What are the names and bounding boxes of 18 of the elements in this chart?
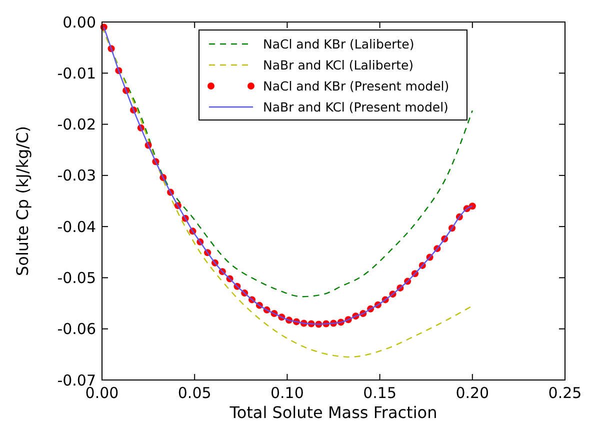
x-axis-title: Total Solute Mass Fraction — [228, 403, 438, 422]
x-tick-label: 0.10 — [270, 384, 304, 402]
y-tick-label: -0.06 — [57, 320, 96, 338]
y-tick-label: -0.04 — [57, 218, 96, 236]
x-tick-label: 0.15 — [363, 384, 397, 402]
legend-label: NaBr and KCl (Laliberte) — [263, 57, 414, 72]
x-tick-label: 0.05 — [178, 384, 212, 402]
x-tick-label: 0.25 — [548, 384, 582, 402]
y-tick-label: 0.00 — [62, 13, 96, 32]
y-tick-label: -0.05 — [57, 268, 96, 287]
y-tick-label: -0.01 — [57, 64, 96, 82]
legend-label: NaCl and KBr (Present model) — [263, 78, 450, 94]
y-tick-label: -0.03 — [57, 166, 96, 185]
y-axis-title: Solute Cp (kJ/kg/C) — [13, 126, 32, 276]
legend-label: NaCl and KBr (Laliberte) — [263, 36, 414, 52]
legend-label: NaBr and KCl (Present model) — [263, 99, 448, 114]
x-tick-label: 0.20 — [456, 384, 490, 402]
y-tick-label: -0.02 — [57, 116, 96, 134]
